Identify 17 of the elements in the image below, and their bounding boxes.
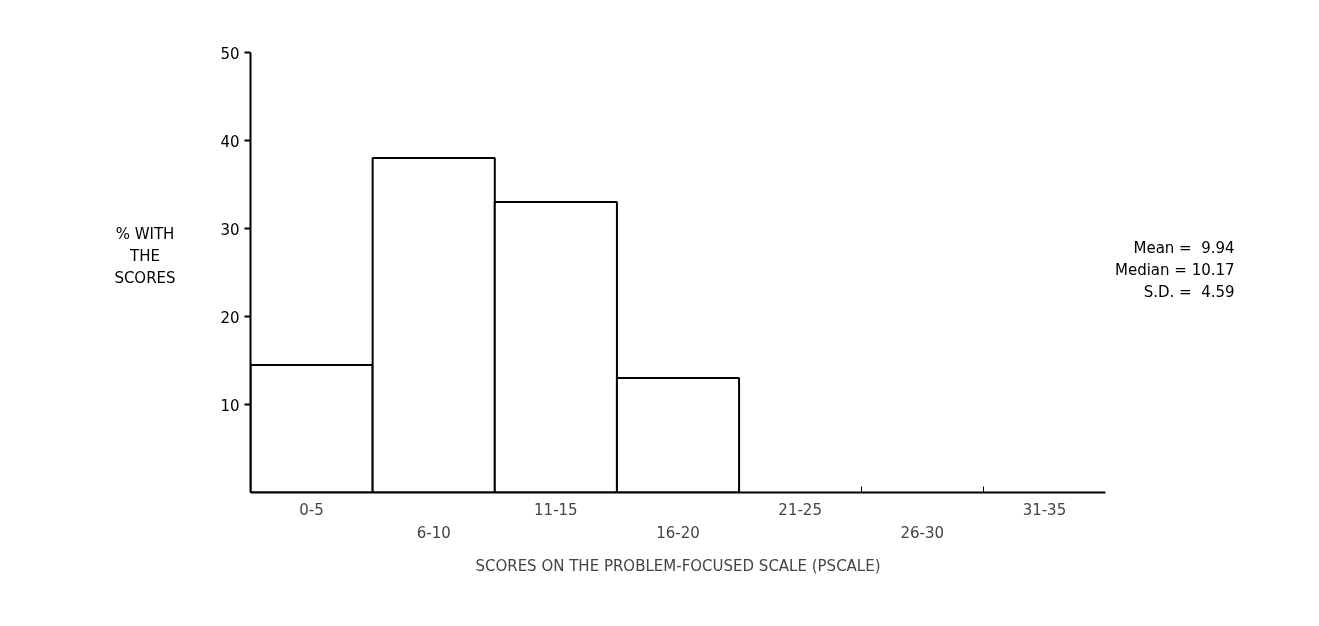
y-tick-label: 30 [220,220,240,239]
text: S.D. = 4.59 [1143,283,1235,301]
x-tick-label: 26-30 [900,523,945,542]
x-tick-label: 31-35 [1022,500,1067,519]
x-tick-label: 21-25 [778,500,822,519]
text: Mean = 9.94 [1133,239,1235,257]
y-tick-label: 10 [220,396,240,415]
x-tick-label: 16-20 [656,523,700,542]
y-axis-title: % WITH THE SCORES [114,224,176,289]
x-axis-title: SCORES ON THE PROBLEM-FOCUSED SCALE (PSCALE) [475,556,881,575]
y-tick-label: 20 [220,308,240,327]
x-tick-label: 11-15 [534,500,578,519]
text: Median = 10.17 [1115,261,1235,279]
y-tick-label: 40 [220,132,240,151]
y-tick-label: 50 [220,44,240,63]
x-tick-label: 0-5 [299,500,324,519]
x-tick-label: 6-10 [416,523,451,542]
